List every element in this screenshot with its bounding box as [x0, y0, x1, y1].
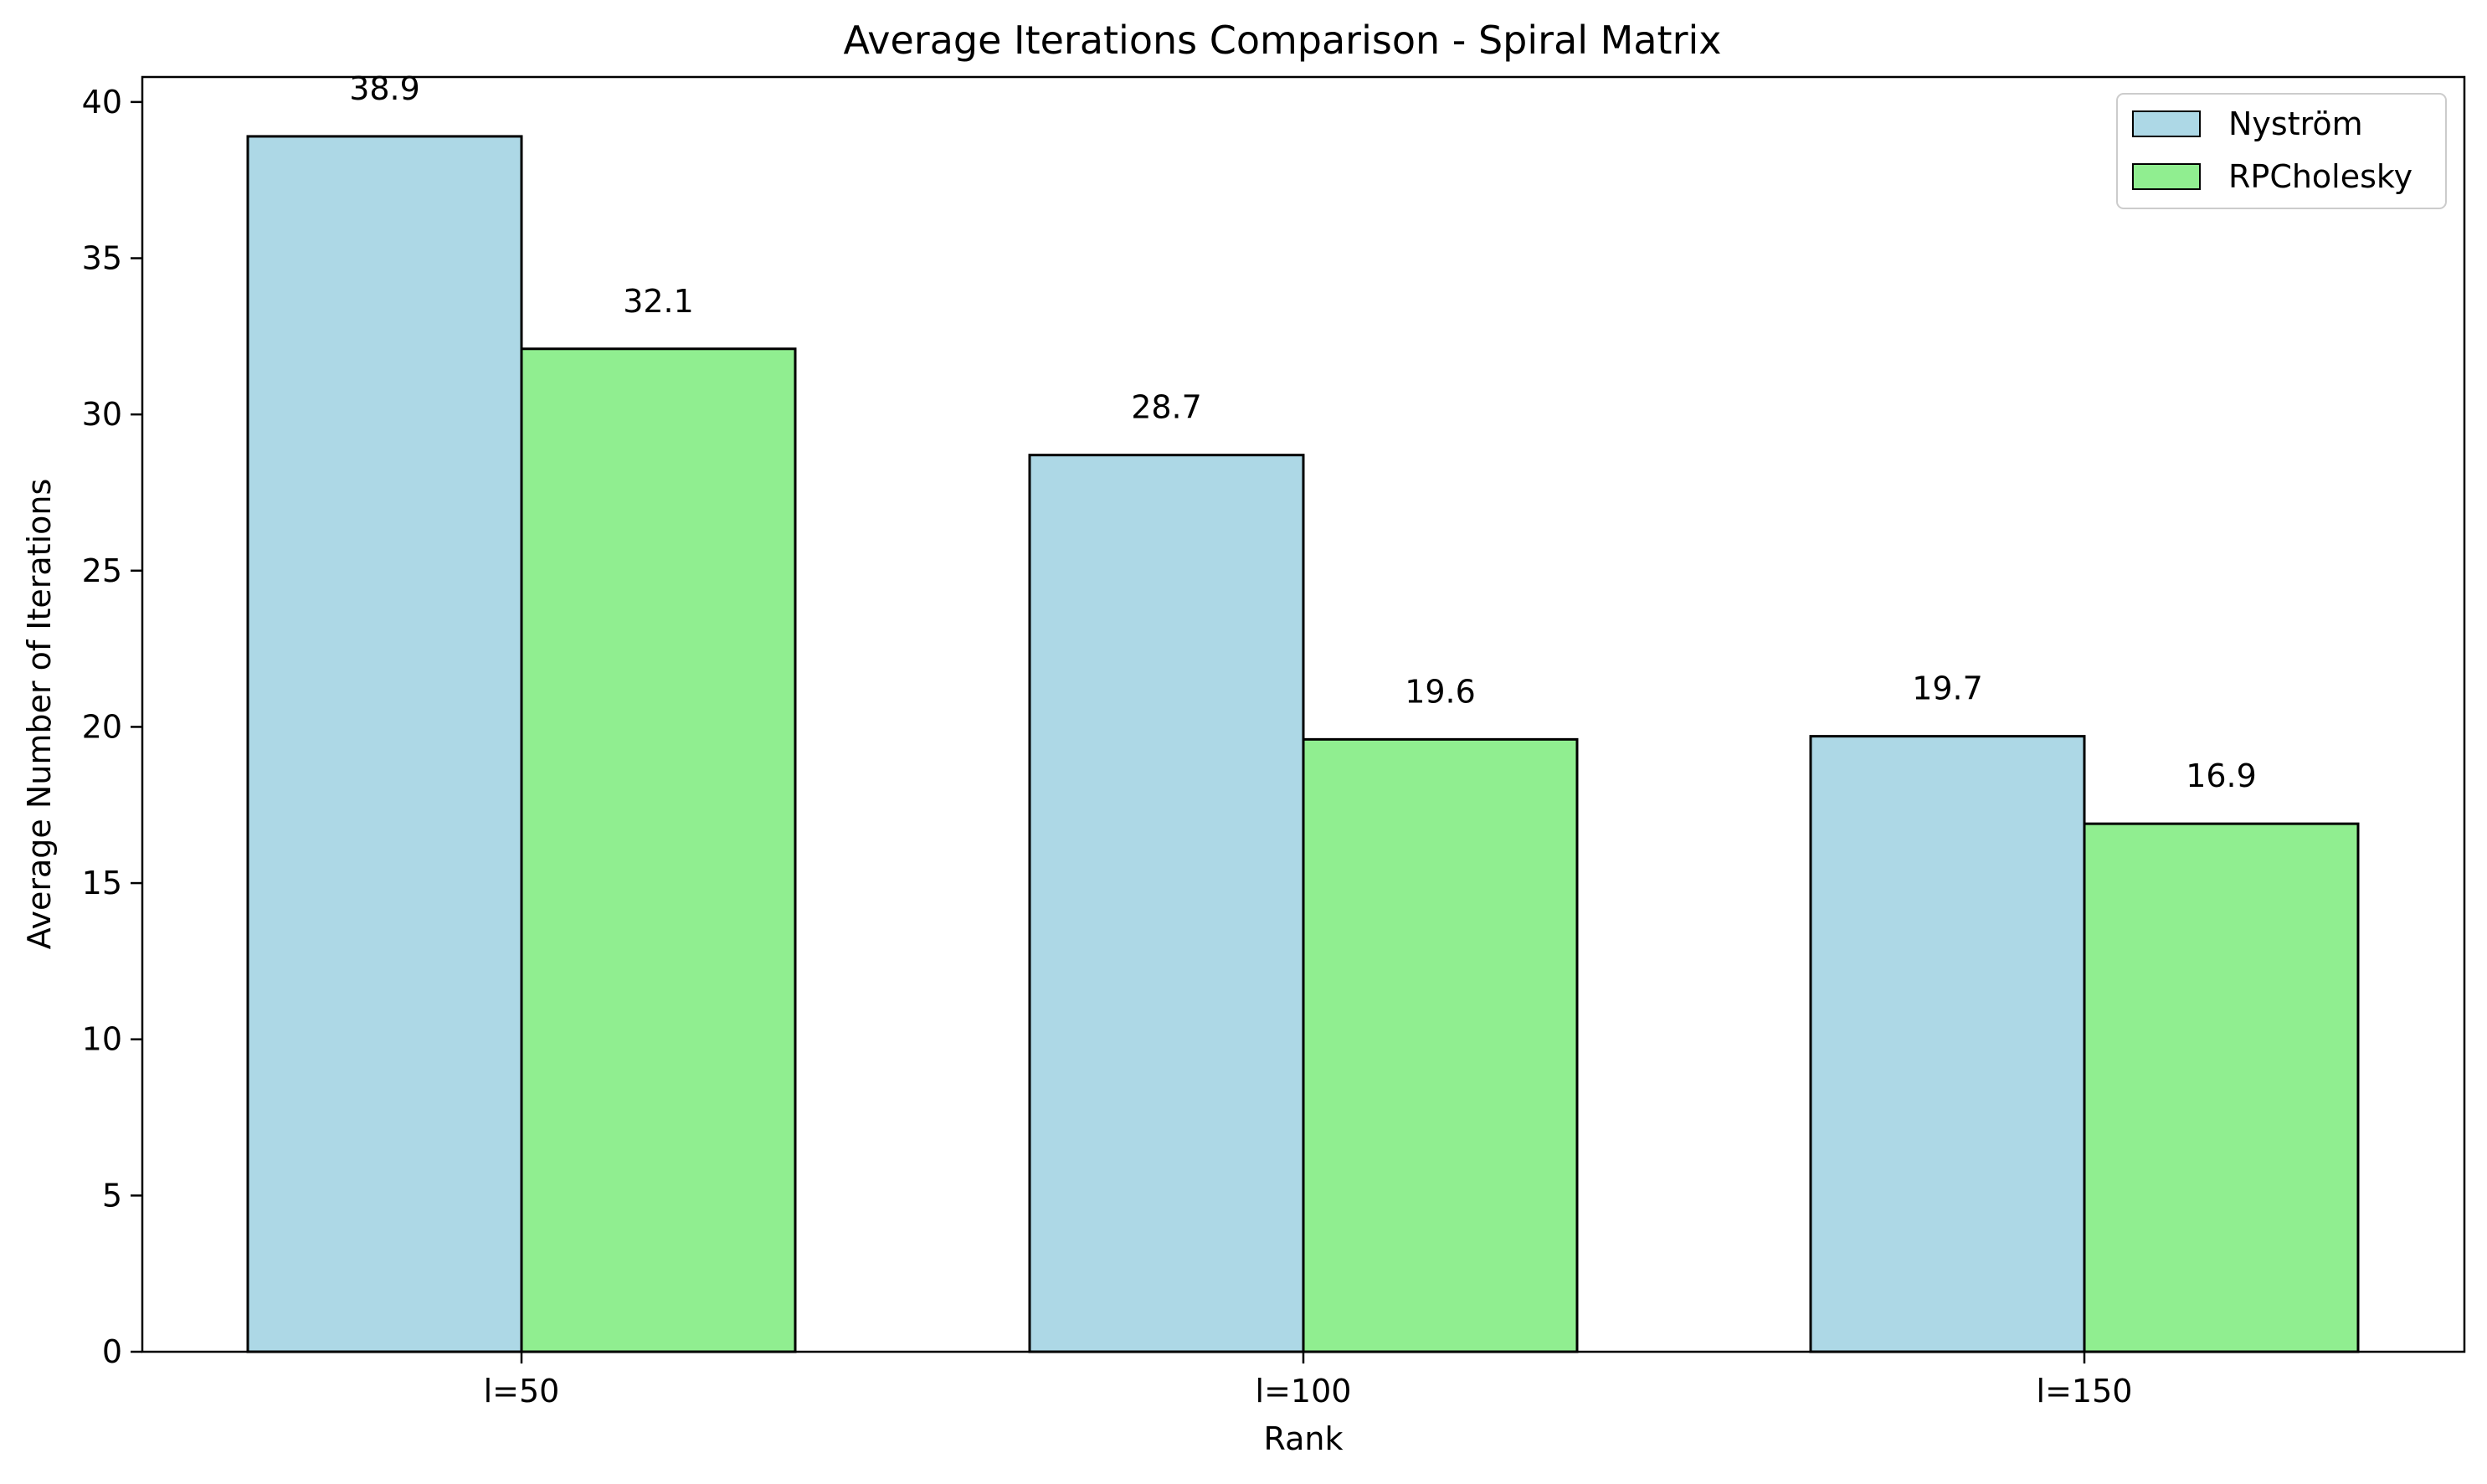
y-tick-label-20: 20 — [82, 708, 122, 745]
y-tick-label-0: 0 — [102, 1333, 122, 1370]
legend-label-nystrom: Nyström — [2228, 105, 2363, 142]
bar-nystr-m-l-50 — [246, 135, 523, 1353]
data-label-nystr-m-l-100: 28.7 — [1131, 389, 1202, 426]
y-tick-label-40: 40 — [82, 84, 122, 121]
x-tick-label-l-100: l=100 — [1256, 1373, 1352, 1410]
y-tick-label-25: 25 — [82, 552, 122, 589]
y-axis: 0 5 10 15 20 25 30 35 40 — [82, 84, 142, 1370]
bar-nystr-m-l-150 — [1809, 735, 2086, 1353]
data-label-rpcholesky-l-50: 32.1 — [623, 283, 694, 320]
legend-swatch-rpcholesky — [2132, 163, 2201, 190]
legend-label-rpcholesky: RPCholesky — [2228, 158, 2412, 195]
y-axis-label: Average Number of Iterations — [21, 479, 58, 950]
bar-nystr-m-l-100 — [1028, 454, 1305, 1353]
y-tick-label-10: 10 — [82, 1021, 122, 1058]
y-tick-label-35: 35 — [82, 240, 122, 277]
y-tick-label-30: 30 — [82, 396, 122, 433]
x-tick-label-l-50: l=50 — [484, 1373, 560, 1410]
x-axis-label: Rank — [1264, 1420, 1344, 1457]
bar-rpcholesky-l-50 — [520, 347, 797, 1353]
legend-swatch-nystrom — [2132, 110, 2201, 137]
bars-layer — [246, 135, 2360, 1353]
y-tick-label-5: 5 — [102, 1177, 122, 1214]
y-tick-label-15: 15 — [82, 865, 122, 901]
legend: Nyström RPCholesky — [2116, 93, 2447, 209]
x-axis: l=50 l=100 l=150 — [484, 1352, 2133, 1410]
data-label-nystr-m-l-150: 19.7 — [1912, 670, 1983, 707]
bar-rpcholesky-l-100 — [1302, 737, 1579, 1353]
data-label-nystr-m-l-50: 38.9 — [349, 70, 420, 107]
data-label-rpcholesky-l-150: 16.9 — [2186, 757, 2257, 794]
bar-rpcholesky-l-150 — [2083, 822, 2360, 1353]
chart-title: Average Iterations Comparison - Spiral M… — [844, 18, 1722, 63]
x-tick-label-l-150: l=150 — [2037, 1373, 2133, 1410]
data-labels-layer: 38.9 32.1 28.7 19.6 19.7 16.9 — [349, 70, 2257, 794]
data-label-rpcholesky-l-100: 19.6 — [1405, 673, 1476, 710]
